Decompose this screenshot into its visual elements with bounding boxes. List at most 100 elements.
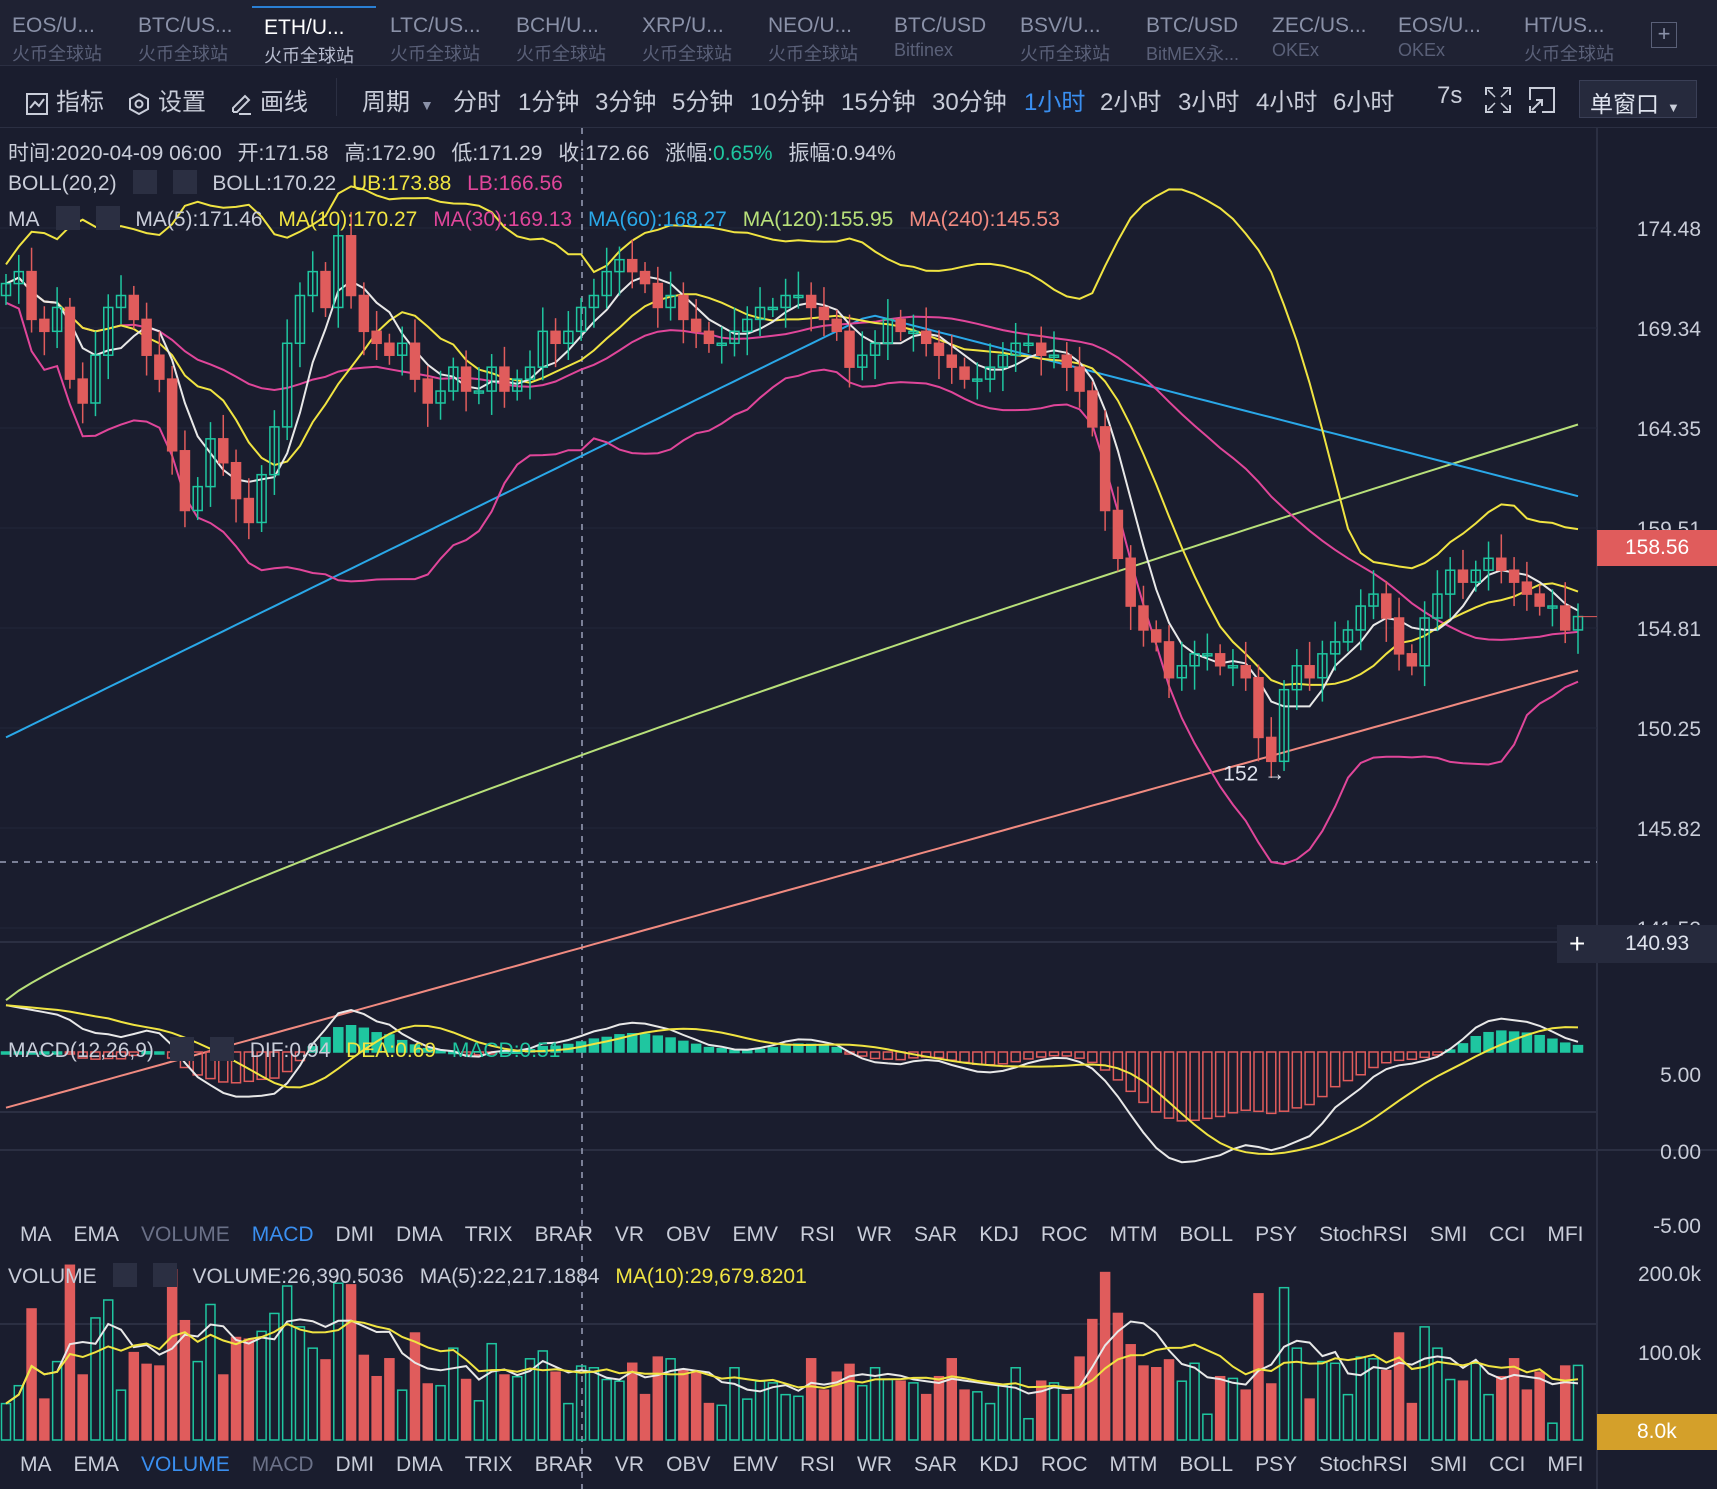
indicator-tab[interactable]: BOLL: [1179, 1453, 1234, 1476]
pair-tab[interactable]: BTC/USD BitMEX永...: [1134, 6, 1258, 64]
indicator-tab[interactable]: VOLUME: [141, 1453, 230, 1476]
chart-canvas[interactable]: 152 →: [0, 128, 1717, 1489]
indicator-tab[interactable]: RSI: [799, 1453, 835, 1476]
interval-option[interactable]: 分时: [453, 89, 501, 116]
interval-option[interactable]: 3分钟: [595, 89, 657, 116]
indicator-tab[interactable]: KDJ: [979, 1453, 1019, 1476]
macd-bar: [128, 1051, 140, 1057]
pair-tab[interactable]: XRP/U... 火币全球站: [630, 6, 754, 64]
pair-tab[interactable]: HT/US... 火币全球站: [1512, 6, 1636, 64]
indicator-tab[interactable]: EMV: [732, 1223, 778, 1246]
draw-button[interactable]: 画线: [230, 82, 308, 117]
indicator-tab[interactable]: EMV: [732, 1453, 778, 1476]
indicator-tab[interactable]: MTM: [1109, 1453, 1158, 1476]
close-icon[interactable]: [95, 206, 120, 231]
macd-bar: [857, 1051, 868, 1057]
indicator-tab[interactable]: MFI: [1547, 1223, 1584, 1246]
indicator-tab[interactable]: BRAR: [534, 1223, 593, 1246]
indicator-tab[interactable]: StochRSI: [1319, 1453, 1408, 1476]
pair-tab[interactable]: EOS/U... OKEx: [1386, 6, 1510, 62]
indicator-tab[interactable]: MA: [20, 1453, 52, 1476]
gear-icon[interactable]: [112, 1263, 137, 1288]
indicator-tab[interactable]: StochRSI: [1319, 1223, 1408, 1246]
refresh-timer[interactable]: 7s: [1437, 82, 1463, 109]
indicator-tab[interactable]: SAR: [914, 1223, 958, 1246]
indicator-tab[interactable]: DMA: [396, 1223, 443, 1246]
plus-icon[interactable]: +: [1569, 928, 1586, 959]
interval-option[interactable]: 5分钟: [672, 89, 734, 116]
pair-tab[interactable]: LTC/US... 火币全球站: [378, 6, 502, 64]
pair-tab[interactable]: ZEC/US... OKEx: [1260, 6, 1384, 62]
gear-icon[interactable]: [132, 170, 157, 195]
indicator-button[interactable]: 指标: [26, 82, 104, 117]
window-mode-select[interactable]: 单窗口 ▼: [1579, 80, 1697, 118]
indicator-tab[interactable]: WR: [857, 1453, 892, 1476]
interval-option[interactable]: 6小时: [1333, 89, 1395, 116]
add-tab-button[interactable]: +: [1651, 22, 1677, 48]
indicator-tab[interactable]: MACD: [251, 1453, 314, 1476]
indicator-tab[interactable]: RSI: [799, 1223, 835, 1246]
indicator-tab[interactable]: PSY: [1255, 1453, 1298, 1476]
indicator-tab[interactable]: EMA: [73, 1223, 120, 1246]
volume-bar: [575, 1365, 587, 1441]
indicator-tab[interactable]: CCI: [1489, 1453, 1526, 1476]
indicator-tab[interactable]: TRIX: [464, 1223, 513, 1246]
interval-option[interactable]: 4小时: [1256, 89, 1318, 116]
close-icon[interactable]: [209, 1037, 234, 1062]
pair-tab[interactable]: BTC/US... 火币全球站: [126, 6, 250, 64]
indicator-tab[interactable]: BOLL: [1179, 1223, 1234, 1246]
indicator-tab[interactable]: BRAR: [534, 1453, 593, 1476]
interval-option[interactable]: 30分钟: [932, 89, 1007, 116]
indicator-tab[interactable]: VR: [614, 1223, 645, 1246]
indicator-tab[interactable]: SMI: [1429, 1453, 1468, 1476]
gear-icon[interactable]: [169, 1037, 194, 1062]
indicator-tab[interactable]: PSY: [1255, 1223, 1298, 1246]
indicator-tab[interactable]: SMI: [1429, 1223, 1468, 1246]
indicator-tab[interactable]: DMI: [335, 1453, 375, 1476]
indicator-tab[interactable]: OBV: [666, 1223, 711, 1246]
indicator-tab[interactable]: MA: [20, 1223, 52, 1246]
gear-icon[interactable]: [55, 206, 80, 231]
macd-axis-label: 0.00: [1660, 1141, 1701, 1164]
pair-tab[interactable]: BSV/U... 火币全球站: [1008, 6, 1132, 64]
indicator-tab[interactable]: OBV: [666, 1453, 711, 1476]
interval-option[interactable]: 1小时: [1024, 89, 1086, 116]
close-icon[interactable]: [152, 1263, 177, 1288]
indicator-tab[interactable]: ROC: [1040, 1223, 1088, 1246]
indicator-tab[interactable]: DMA: [396, 1453, 443, 1476]
volume-bar: [1010, 1367, 1021, 1441]
macd-bar: [1061, 1051, 1073, 1057]
indicator-tab[interactable]: TRIX: [464, 1453, 513, 1476]
indicator-tab[interactable]: MTM: [1109, 1223, 1158, 1246]
interval-option[interactable]: 2小时: [1100, 89, 1162, 116]
pair-tab[interactable]: BCH/U... 火币全球站: [504, 6, 628, 64]
crosshair-price-tag[interactable]: +140.93: [1557, 925, 1717, 963]
indicator-tab[interactable]: VR: [614, 1453, 645, 1476]
indicator-tab[interactable]: MACD: [251, 1223, 314, 1246]
indicator-tab[interactable]: KDJ: [979, 1223, 1019, 1246]
indicator-tab[interactable]: CCI: [1489, 1223, 1526, 1246]
pair-tab[interactable]: EOS/U... 火币全球站: [0, 6, 124, 64]
interval-option[interactable]: 1分钟: [518, 89, 580, 116]
info-low: 低:171.29: [451, 142, 543, 165]
indicator-tab[interactable]: EMA: [73, 1453, 120, 1476]
interval-option[interactable]: 10分钟: [750, 89, 825, 116]
pair-tab[interactable]: ETH/U... 火币全球站: [252, 6, 376, 66]
interval-option[interactable]: 3小时: [1178, 89, 1240, 116]
popout-window-icon[interactable]: [1528, 86, 1556, 114]
settings-button[interactable]: 设置: [128, 82, 206, 117]
indicator-tab[interactable]: MFI: [1547, 1453, 1584, 1476]
indicator-tab[interactable]: ROC: [1040, 1453, 1088, 1476]
interval-option[interactable]: 15分钟: [841, 89, 916, 116]
fullscreen-icon[interactable]: [1484, 86, 1512, 114]
macd-bar: [1189, 1051, 1200, 1122]
period-dropdown[interactable]: 周期 ▼: [362, 82, 434, 117]
pair-tab[interactable]: BTC/USD Bitfinex: [882, 6, 1006, 62]
close-icon[interactable]: [172, 170, 197, 195]
pair-tab[interactable]: NEO/U... 火币全球站: [756, 6, 880, 64]
indicator-tab[interactable]: SAR: [914, 1453, 958, 1476]
indicator-tab[interactable]: DMI: [335, 1223, 375, 1246]
indicator-tab[interactable]: WR: [857, 1223, 892, 1246]
indicator-tab[interactable]: VOLUME: [141, 1223, 230, 1246]
pair-tab-exchange: 火币全球站: [12, 44, 102, 64]
